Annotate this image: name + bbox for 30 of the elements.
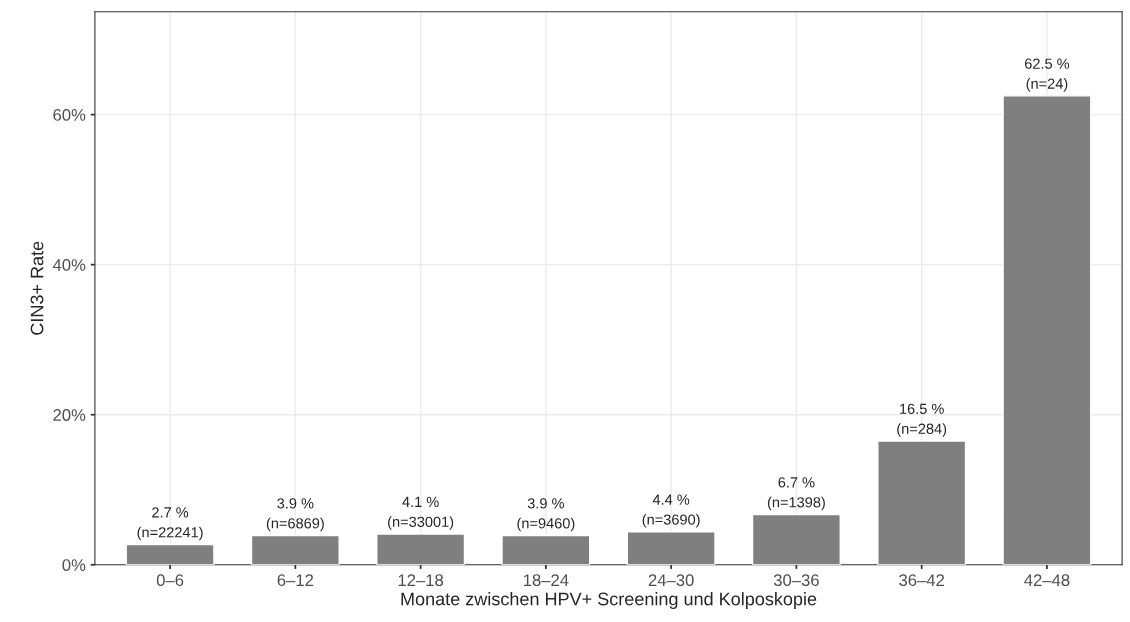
data-label: 6.7 % (n=1398)	[767, 477, 825, 511]
data-label: 2.7 % (n=22241)	[137, 507, 203, 541]
data-label: 3.9 % (n=6869)	[266, 498, 324, 532]
x-tick-label: 36–42	[899, 574, 945, 587]
x-tick-label: 6–12	[277, 574, 314, 587]
y-axis-title: CIN3+ Rate	[30, 241, 44, 335]
y-tick-label: 60%	[53, 109, 86, 121]
data-label: 16.5 % (n=284)	[897, 403, 947, 437]
x-tick-label: 42–48	[1024, 574, 1070, 587]
y-tick-label: 0%	[62, 559, 86, 571]
bar	[877, 440, 967, 565]
data-label: 4.1 % (n=33001)	[388, 496, 454, 530]
x-axis-title: Monate zwischen HPV+ Screening und Kolposkopie	[401, 592, 817, 609]
data-label: 4.4 % (n=3690)	[642, 494, 700, 528]
bar	[250, 534, 340, 565]
bar	[501, 534, 591, 565]
bar	[125, 543, 215, 565]
x-tick-label: 18–24	[523, 574, 569, 587]
bar	[626, 531, 716, 565]
x-tick-label: 24–30	[648, 574, 694, 587]
x-tick-label: 30–36	[773, 574, 819, 587]
bar	[1002, 95, 1092, 565]
x-tick-label: 12–18	[398, 574, 444, 587]
x-tick-label: 0–6	[156, 574, 184, 587]
data-label: 3.9 % (n=9460)	[517, 498, 575, 532]
data-label: 62.5 % (n=24)	[1024, 58, 1070, 92]
bar	[751, 513, 841, 565]
y-tick-label: 40%	[52, 259, 86, 271]
bar	[376, 533, 466, 565]
y-tick-label: 20%	[53, 409, 86, 421]
